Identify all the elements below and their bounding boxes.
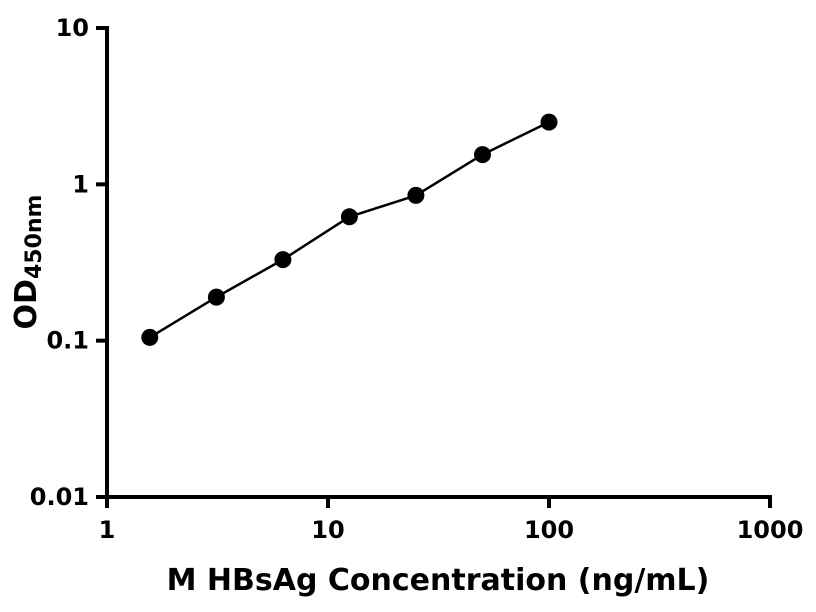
data-point (207, 288, 225, 306)
y-axis-tick-label: 1 (72, 170, 89, 198)
x-axis-tick-label: 1 (99, 516, 116, 544)
y-axis-tick-label: 10 (56, 14, 89, 42)
y-axis-title-main: OD (9, 279, 44, 329)
x-axis-tick-label: 1000 (737, 516, 804, 544)
data-point (540, 113, 558, 131)
data-point (407, 186, 425, 204)
axis-ticks (96, 26, 772, 508)
y-axis-title: OD450nm (9, 195, 47, 330)
data-point (474, 146, 491, 164)
axis-tick-labels: 1 10 100 1000 0.01 0.1 1 10 (30, 14, 804, 544)
data-point (141, 328, 159, 346)
y-axis-title-subscript: 450nm (22, 195, 47, 280)
axes (105, 26, 772, 499)
data-point (274, 251, 292, 269)
data-point (340, 208, 358, 226)
y-axis-tick-label: 0.1 (46, 327, 89, 355)
x-axis-tick-label: 100 (524, 516, 574, 544)
data-points-group (141, 113, 558, 346)
x-axis-tick-label: 10 (311, 516, 344, 544)
y-axis-tick-label: 0.01 (30, 483, 89, 511)
x-axis-title: M HBsAg Concentration (ng/mL) (167, 563, 710, 598)
